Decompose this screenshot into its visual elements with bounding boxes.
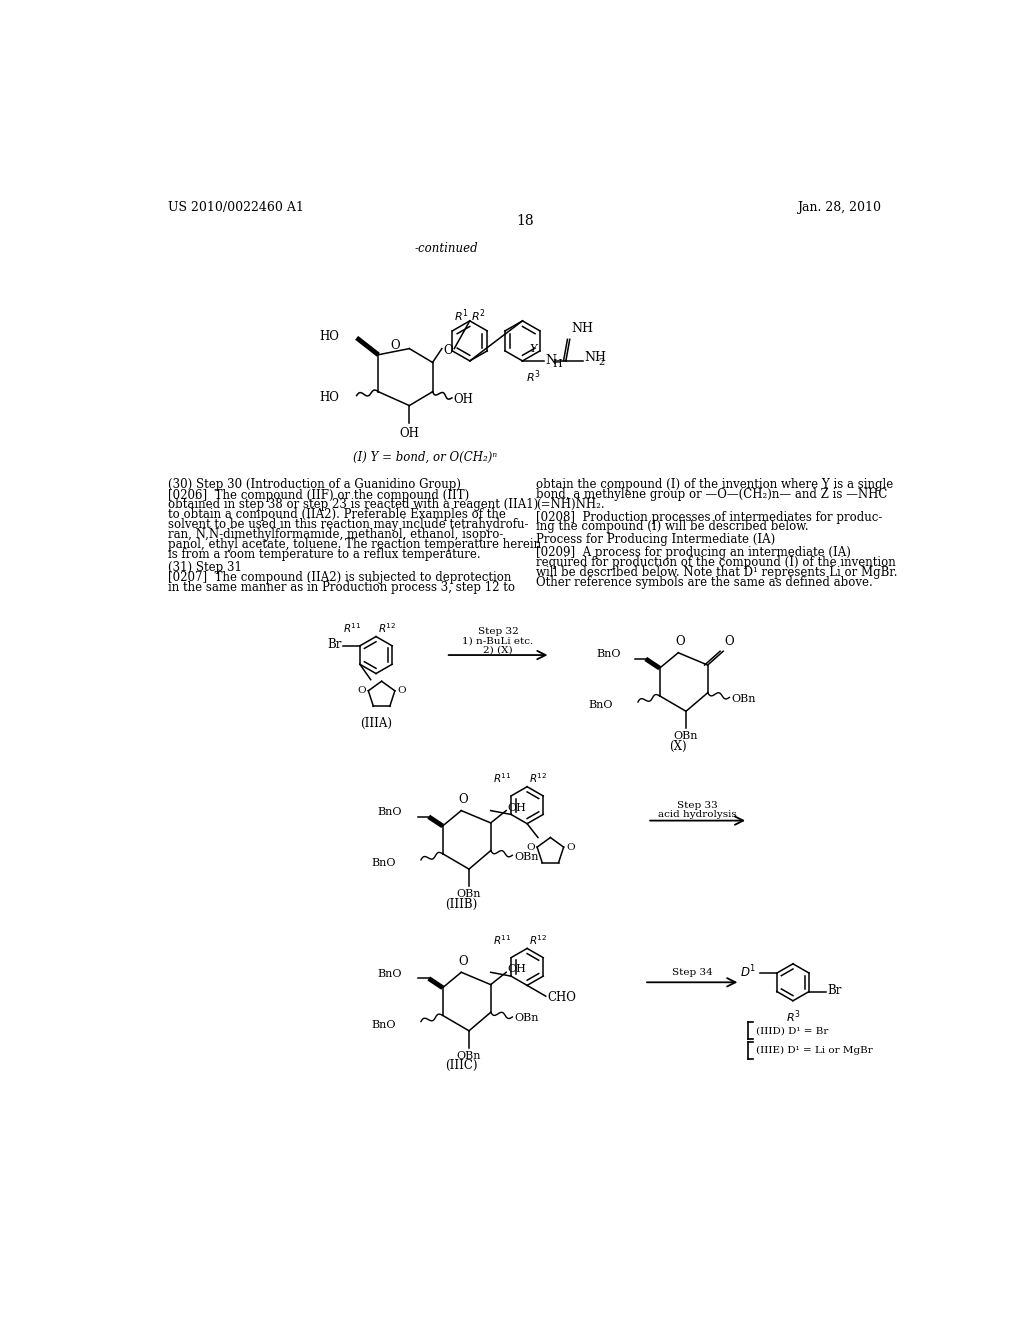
Text: OBn: OBn [514,1014,539,1023]
Text: bond, a methylene group or —O—(CH₂)n— and Z is —NHC: bond, a methylene group or —O—(CH₂)n— an… [537,488,888,500]
Text: $R^{12}$: $R^{12}$ [378,622,396,635]
Text: Y: Y [529,345,537,354]
Text: O: O [357,686,366,696]
Text: OH: OH [508,964,526,974]
Text: O: O [526,842,535,851]
Text: (IIIE) D¹ = Li or MgBr: (IIIE) D¹ = Li or MgBr [756,1047,872,1056]
Text: HO: HO [319,391,340,404]
Text: BnO: BnO [378,969,402,979]
Text: Process for Producing Intermediate (IA): Process for Producing Intermediate (IA) [537,533,775,546]
Text: O: O [458,793,468,807]
Text: O: O [390,339,400,352]
Text: panol, ethyl acetate, toluene. The reaction temperature herein: panol, ethyl acetate, toluene. The react… [168,537,542,550]
Text: 2) (X): 2) (X) [483,645,513,655]
Text: 1) n-BuLi etc.: 1) n-BuLi etc. [463,636,534,645]
Text: ran, N,N-dimethylformamide, methanol, ethanol, isopro-: ran, N,N-dimethylformamide, methanol, et… [168,528,504,541]
Text: $D^1$: $D^1$ [740,964,757,979]
Text: $R^{12}$: $R^{12}$ [528,933,547,946]
Text: O: O [458,954,468,968]
Text: obtained in step 38 or step 23 is reacted with a reagent (IIA1): obtained in step 38 or step 23 is reacte… [168,499,539,511]
Text: [0206]  The compound (IIF) or the compound (IIT): [0206] The compound (IIF) or the compoun… [168,488,470,502]
Text: O: O [566,842,574,851]
Text: (30) Step 30 (Introduction of a Guanidino Group): (30) Step 30 (Introduction of a Guanidin… [168,478,461,491]
Text: N: N [546,354,557,367]
Text: Other reference symbols are the same as defined above.: Other reference symbols are the same as … [537,576,873,589]
Text: solvent to be used in this reaction may include tetrahydrofu-: solvent to be used in this reaction may … [168,519,528,531]
Text: US 2010/0022460 A1: US 2010/0022460 A1 [168,201,304,214]
Text: Step 34: Step 34 [672,969,713,977]
Text: Jan. 28, 2010: Jan. 28, 2010 [798,201,882,214]
Text: Step 32: Step 32 [477,627,518,636]
Text: BnO: BnO [378,807,402,817]
Text: $R^{11}$: $R^{11}$ [343,622,362,635]
Text: $R^3$: $R^3$ [525,368,541,385]
Text: CHO: CHO [547,991,577,1005]
Text: will be described below. Note that D¹ represents Li or MgBr.: will be described below. Note that D¹ re… [537,566,898,579]
Text: ing the compound (I) will be described below.: ing the compound (I) will be described b… [537,520,809,533]
Text: required for production of the compound (I) of the invention: required for production of the compound … [537,556,896,569]
Text: 2: 2 [598,358,605,367]
Text: (X): (X) [670,739,687,752]
Text: (31) Step 31: (31) Step 31 [168,561,242,574]
Text: Br: Br [827,983,842,997]
Text: $R^{11}$: $R^{11}$ [493,771,512,785]
Text: OBn: OBn [457,890,481,899]
Text: (IIID) D¹ = Br: (IIID) D¹ = Br [756,1027,828,1035]
Text: H: H [553,359,562,370]
Text: NH: NH [585,351,606,364]
Text: (I) Y = bond, or O(CH₂)ⁿ: (I) Y = bond, or O(CH₂)ⁿ [352,451,497,465]
Text: BnO: BnO [372,858,396,869]
Text: OBn: OBn [457,1051,481,1061]
Text: Br: Br [327,638,341,651]
Text: obtain the compound (I) of the invention where Y is a single: obtain the compound (I) of the invention… [537,478,894,491]
Text: to obtain a compound (IIA2). Preferable Examples of the: to obtain a compound (IIA2). Preferable … [168,508,506,521]
Text: $R^2$: $R^2$ [471,308,486,323]
Text: BnO: BnO [372,1019,396,1030]
Text: (IIIA): (IIIA) [360,717,392,730]
Text: OBn: OBn [514,851,539,862]
Text: (=NH)NH₂.: (=NH)NH₂. [537,498,605,511]
Text: O: O [725,635,734,648]
Text: OH: OH [399,428,419,440]
Text: HO: HO [319,330,340,343]
Text: (IIIB): (IIIB) [445,898,477,911]
Text: [0207]  The compound (IIA2) is subjected to deprotection: [0207] The compound (IIA2) is subjected … [168,572,512,585]
Text: OH: OH [454,393,473,407]
Text: O: O [397,686,406,696]
Text: [0209]  A process for producing an intermediate (IA): [0209] A process for producing an interm… [537,546,851,560]
Text: $R^{12}$: $R^{12}$ [528,771,547,785]
Text: OH: OH [508,803,526,813]
Text: O: O [443,343,453,356]
Text: -continued: -continued [415,242,478,255]
Text: BnO: BnO [596,649,621,659]
Text: (IIIC): (IIIC) [445,1059,477,1072]
Text: 18: 18 [516,214,534,228]
Text: $R^3$: $R^3$ [785,1008,801,1026]
Text: BnO: BnO [589,700,613,710]
Text: O: O [675,635,685,648]
Text: [0208]  Production processes of intermediates for produc-: [0208] Production processes of intermedi… [537,511,883,524]
Text: Step 33: Step 33 [677,800,718,809]
Text: is from a room temperature to a reflux temperature.: is from a room temperature to a reflux t… [168,548,481,561]
Text: OBn: OBn [674,731,698,742]
Text: in the same manner as in Production process 3, step 12 to: in the same manner as in Production proc… [168,581,515,594]
Text: NH: NH [571,322,593,335]
Text: acid hydrolysis: acid hydrolysis [658,810,737,818]
Text: $R^{11}$: $R^{11}$ [493,933,512,946]
Text: $R^1$: $R^1$ [455,308,469,323]
Text: OBn: OBn [731,694,756,704]
